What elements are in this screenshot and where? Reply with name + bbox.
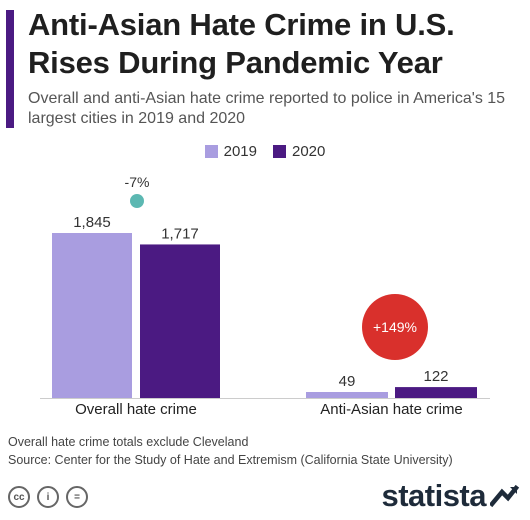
bar-2019-overall — [52, 233, 132, 398]
bar-2020-overall — [140, 244, 220, 398]
change-dot-overall — [130, 194, 144, 208]
page-subtitle: Overall and anti-Asian hate crime report… — [28, 90, 506, 127]
legend-item-2019: 2019 — [204, 143, 257, 160]
legend-swatch-2019 — [204, 145, 218, 158]
bar-2019-anti-asian — [306, 392, 388, 398]
legend-label-2020: 2020 — [292, 143, 326, 160]
change-label-overall: -7% — [125, 174, 150, 190]
page-title: Anti-Asian Hate Crime in U.S. Rises Duri… — [28, 7, 455, 80]
cc-icon[interactable]: cc — [8, 486, 30, 508]
bar-value-label: 1,845 — [73, 214, 111, 231]
category-label: Anti-Asian hate crime — [320, 401, 463, 418]
legend-swatch-2020 — [273, 145, 286, 158]
bar-value-label: 1,717 — [161, 225, 199, 242]
change-label-anti-asian: +149% — [373, 319, 417, 335]
bar-value-label: 49 — [339, 373, 356, 390]
attribution-icon[interactable]: i — [37, 486, 59, 508]
bar-2020-anti-asian — [395, 387, 477, 398]
change-circle-anti-asian — [362, 294, 428, 360]
statista-logo[interactable]: statista — [381, 478, 520, 514]
chart-legend: 2019 2020 — [0, 143, 530, 160]
brand-name: statista — [381, 478, 486, 513]
bar-value-label: 122 — [423, 368, 448, 385]
legend-item-2020: 2020 — [273, 143, 325, 160]
footnote: Overall hate crime totals exclude Clevel… — [8, 433, 453, 469]
bar-chart: 1,845 1,717 Overall hate crime 49 122 Anti-As… — [40, 174, 490, 418]
footnote-note: Overall hate crime totals exclude Clevel… — [8, 435, 249, 449]
category-label: Overall hate crime — [75, 401, 197, 418]
footnote-source: Source: Center for the Study of Hate and… — [8, 453, 453, 467]
statista-mark-icon — [490, 484, 520, 508]
no-derivatives-icon[interactable]: = — [66, 486, 88, 508]
legend-label-2019: 2019 — [223, 143, 257, 160]
license-icons: cc i = — [8, 486, 95, 508]
accent-bar — [6, 10, 14, 128]
